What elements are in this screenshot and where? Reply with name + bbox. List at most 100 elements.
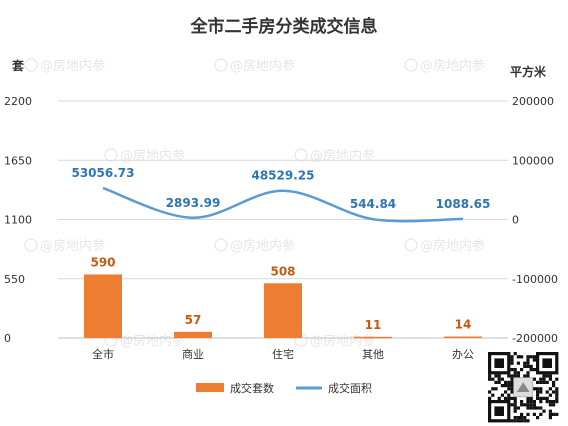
qr-module xyxy=(513,409,517,413)
watermark-text: @房地内参 xyxy=(230,238,295,254)
bar-value-label: 14 xyxy=(455,317,472,331)
qr-module xyxy=(516,361,520,365)
watermark-text: @房地内参 xyxy=(420,238,485,254)
right-tick-label: 100000 xyxy=(512,154,554,167)
qr-module xyxy=(529,406,533,410)
qr-module xyxy=(504,384,508,388)
watermark-circle-icon xyxy=(294,148,308,162)
qr-module xyxy=(539,387,543,391)
qr-module xyxy=(523,416,527,420)
watermark-text: @房地内参 xyxy=(120,148,185,164)
qr-module xyxy=(504,396,508,400)
qr-module xyxy=(523,361,527,365)
qr-module xyxy=(507,393,511,397)
legend-bar-swatch xyxy=(196,383,224,392)
qr-module xyxy=(510,361,514,365)
right-axis-ticks: 200000 100000 0 -100000 -200000 xyxy=(512,95,558,345)
qr-module xyxy=(520,400,524,404)
left-tick-label: 550 xyxy=(4,273,25,286)
watermark-text: @房地内参 xyxy=(420,58,485,74)
qr-module xyxy=(516,406,520,410)
qr-module xyxy=(539,400,543,404)
qr-module xyxy=(536,380,540,384)
qr-module xyxy=(523,403,527,407)
right-tick-label: 0 xyxy=(512,214,519,227)
qr-module xyxy=(539,412,543,416)
qr-module xyxy=(510,358,514,362)
qr-module xyxy=(523,364,527,368)
qr-module xyxy=(500,384,504,388)
qr-module xyxy=(545,400,549,404)
right-axis-unit: 平方米 xyxy=(510,64,547,79)
qr-module xyxy=(548,416,552,420)
qr-module xyxy=(548,409,552,413)
qr-module xyxy=(510,419,514,423)
qr-module xyxy=(555,412,559,416)
left-axis-ticks: 2200 1650 1100 550 0 xyxy=(4,95,32,345)
qr-module xyxy=(507,387,511,391)
qr-module xyxy=(555,387,559,391)
qr-module xyxy=(488,377,492,381)
qr-module xyxy=(520,403,524,407)
qr-module xyxy=(504,380,508,384)
qr-module xyxy=(542,380,546,384)
qr-module xyxy=(513,352,517,356)
qr-module xyxy=(507,374,511,378)
chart-title: 全市二手房分类成交信息 xyxy=(190,16,378,37)
watermark-circle-icon xyxy=(214,58,228,72)
qr-module xyxy=(552,390,556,394)
watermark-text: @房地内参 xyxy=(310,148,375,164)
qr-module xyxy=(494,380,498,384)
bar xyxy=(174,331,212,338)
qr-module xyxy=(542,377,546,381)
qr-module xyxy=(529,368,533,372)
category-label: 办公 xyxy=(452,348,474,361)
qr-module xyxy=(542,374,546,378)
qr-module xyxy=(542,409,546,413)
qr-module xyxy=(510,355,514,359)
qr-module xyxy=(545,396,549,400)
line-value-label: 2893.99 xyxy=(166,196,221,210)
qr-logo-house-icon xyxy=(516,382,530,392)
qr-module xyxy=(536,393,540,397)
watermark-text: @房地内参 xyxy=(310,333,375,349)
bar xyxy=(354,336,392,339)
category-label: 商业 xyxy=(182,347,204,361)
qr-module xyxy=(532,400,536,404)
bar xyxy=(444,336,482,338)
line-data-labels: 53056.73 2893.99 48529.25 544.84 1088.65 xyxy=(71,166,490,211)
line-value-label: 53056.73 xyxy=(71,166,134,180)
qr-module xyxy=(520,355,524,359)
qr-module xyxy=(545,374,549,378)
right-tick-label: 200000 xyxy=(512,95,554,108)
qr-module xyxy=(500,377,504,381)
qr-module xyxy=(500,393,504,397)
qr-module xyxy=(513,396,517,400)
qr-module xyxy=(529,364,533,368)
qr-module xyxy=(516,371,520,375)
qr-module xyxy=(526,374,530,378)
qr-module xyxy=(513,419,517,423)
qr-module xyxy=(539,406,543,410)
qr-module xyxy=(548,412,552,416)
qr-module xyxy=(526,364,530,368)
qr-module xyxy=(555,393,559,397)
qr-module xyxy=(532,377,536,381)
qr-module xyxy=(552,403,556,407)
bar-series xyxy=(84,274,482,339)
qr-module xyxy=(548,374,552,378)
qr-finder-core xyxy=(494,406,504,416)
qr-module xyxy=(510,396,514,400)
line-value-label: 48529.25 xyxy=(251,169,314,183)
qr-module xyxy=(516,374,520,378)
category-label: 住宅 xyxy=(272,347,294,361)
qr-module xyxy=(520,416,524,420)
qr-module xyxy=(497,377,501,381)
qr-module xyxy=(539,377,543,381)
qr-module xyxy=(526,355,530,359)
qr-module xyxy=(555,400,559,404)
watermark-circle-icon xyxy=(214,238,228,252)
qr-module xyxy=(507,396,511,400)
qr-module xyxy=(526,396,530,400)
area-series-line xyxy=(102,186,464,223)
